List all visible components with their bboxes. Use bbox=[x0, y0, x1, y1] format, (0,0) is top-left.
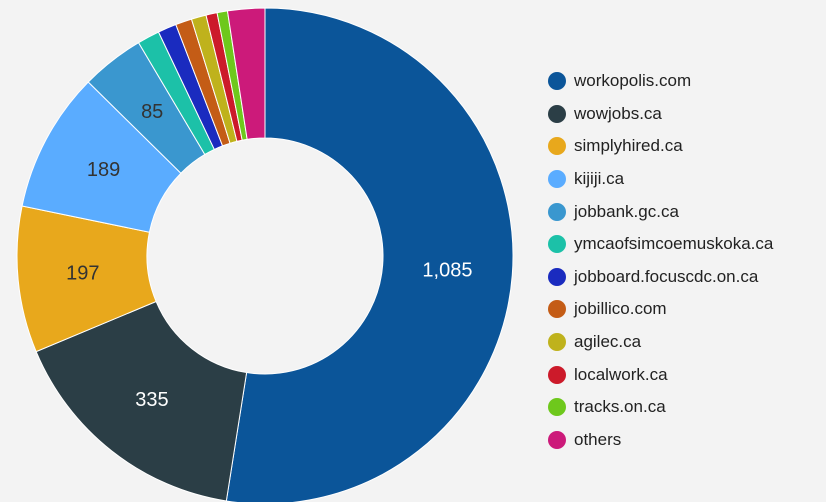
legend-label: ymcaofsimcoemuskoka.ca bbox=[574, 234, 774, 254]
legend-label: localwork.ca bbox=[574, 364, 668, 384]
slice-label-wowjobs-ca: 335 bbox=[135, 389, 168, 411]
legend-label: simplyhired.ca bbox=[574, 136, 683, 156]
legend: workopolis.com wowjobs.ca simplyhired.ca ki… bbox=[548, 65, 773, 456]
legend-label: wowjobs.ca bbox=[574, 103, 662, 123]
legend-swatch bbox=[548, 267, 566, 286]
legend-label: agilec.ca bbox=[574, 332, 642, 352]
slice-wowjobs-ca[interactable] bbox=[35, 300, 248, 502]
legend-item[interactable]: ymcaofsimcoemuskoka.ca bbox=[548, 228, 773, 261]
legend-swatch bbox=[548, 170, 566, 189]
slice-label-kijiji-ca: 189 bbox=[87, 159, 120, 181]
legend-label: tracks.on.ca bbox=[574, 397, 666, 417]
legend-item[interactable]: localwork.ca bbox=[548, 358, 773, 391]
legend-item[interactable]: others bbox=[548, 424, 773, 457]
slice-label-workopolis-com: 1,085 bbox=[422, 259, 472, 281]
legend-swatch bbox=[548, 300, 566, 319]
legend-item[interactable]: jobboard.focuscdc.on.ca bbox=[548, 261, 773, 294]
legend-item[interactable]: wowjobs.ca bbox=[548, 98, 773, 131]
legend-label: jobboard.focuscdc.on.ca bbox=[574, 266, 759, 286]
legend-swatch bbox=[548, 365, 566, 384]
legend-item[interactable]: agilec.ca bbox=[548, 326, 773, 359]
slice-label-simplyhired-ca: 197 bbox=[66, 263, 99, 285]
legend-swatch bbox=[548, 235, 566, 254]
legend-item[interactable]: jobillico.com bbox=[548, 293, 773, 326]
legend-label: kijiji.ca bbox=[574, 169, 625, 189]
slice-workopolis-com[interactable] bbox=[225, 7, 514, 502]
legend-item[interactable]: tracks.on.ca bbox=[548, 391, 773, 424]
legend-item[interactable]: jobbank.gc.ca bbox=[548, 195, 773, 228]
legend-item[interactable]: kijiji.ca bbox=[548, 163, 773, 196]
legend-item[interactable]: workopolis.com bbox=[548, 65, 773, 98]
slice-label-jobbank-gc-ca: 85 bbox=[141, 101, 163, 123]
legend-swatch bbox=[548, 333, 566, 352]
slice-others[interactable] bbox=[226, 7, 266, 140]
legend-swatch bbox=[548, 104, 566, 123]
legend-swatch bbox=[548, 137, 566, 156]
legend-swatch bbox=[548, 72, 566, 91]
legend-swatch bbox=[548, 398, 566, 417]
legend-label: others bbox=[574, 429, 622, 449]
legend-label: jobbank.gc.ca bbox=[574, 201, 679, 221]
legend-label: jobillico.com bbox=[574, 299, 667, 319]
legend-label: workopolis.com bbox=[574, 71, 692, 91]
legend-swatch bbox=[548, 430, 566, 449]
legend-item[interactable]: simplyhired.ca bbox=[548, 130, 773, 163]
legend-swatch bbox=[548, 202, 566, 221]
